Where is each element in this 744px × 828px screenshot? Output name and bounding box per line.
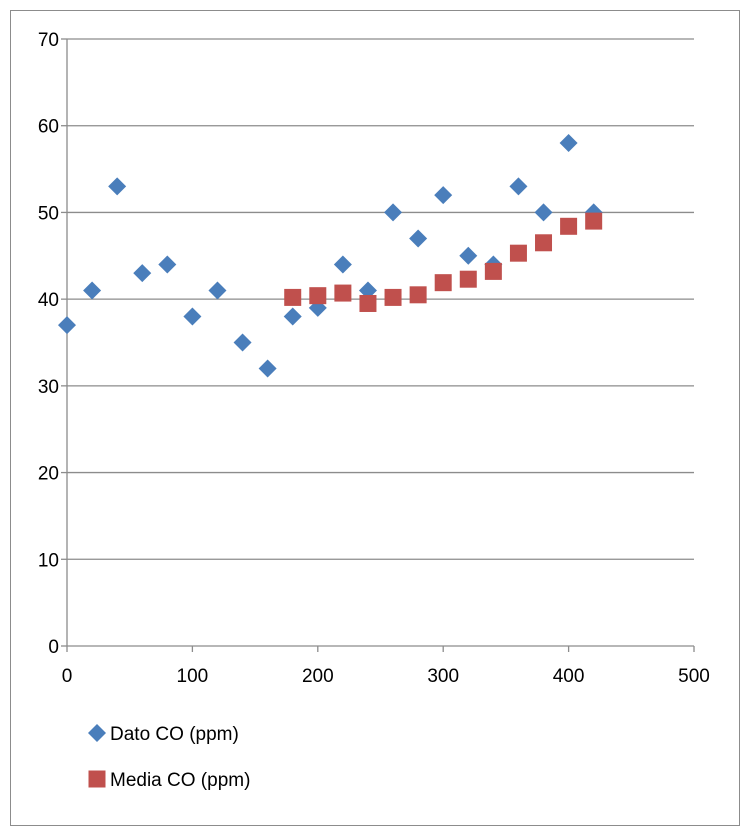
- media-co-point: [409, 286, 427, 304]
- y-tick-label: 20: [38, 464, 59, 485]
- legend: Dato CO (ppm) Media CO (ppm): [88, 724, 250, 791]
- dato-co-point: [434, 186, 453, 205]
- dato-co-point: [83, 281, 102, 300]
- media-co-point: [384, 288, 402, 306]
- dato-co-point: [58, 316, 76, 335]
- dato-co-point: [208, 281, 227, 300]
- y-tick-label: 50: [38, 203, 59, 224]
- y-tick-label: 70: [38, 30, 59, 51]
- media-co-point: [284, 288, 302, 306]
- legend-square-icon: [88, 770, 106, 788]
- y-tick-label: 0: [48, 637, 59, 658]
- dato-co-point: [158, 255, 177, 274]
- media-co-point: [459, 270, 477, 288]
- x-tick-label: 0: [62, 666, 73, 687]
- x-tick-label: 400: [553, 666, 585, 687]
- dato-co-point: [459, 246, 478, 265]
- media-co-point: [585, 212, 603, 230]
- media-co-point: [484, 262, 502, 280]
- dato-co-point: [509, 177, 528, 196]
- legend-label-dato-co: Dato CO (ppm): [110, 724, 239, 745]
- legend-label-media-co: Media CO (ppm): [110, 770, 250, 791]
- media-co-point: [535, 234, 553, 252]
- y-tick-label: 60: [38, 117, 59, 138]
- media-co-point: [334, 284, 352, 302]
- y-tick-label: 40: [38, 290, 59, 311]
- legend-diamond-icon: [88, 724, 106, 742]
- dato-co-point: [108, 177, 127, 196]
- y-tick-label: 30: [38, 377, 59, 398]
- dato-co-point: [358, 281, 377, 300]
- dato-co-point: [258, 359, 277, 378]
- tick-labels: 0 10 20 30 40 50 60 70 0 100 200 300 400 500: [38, 30, 710, 687]
- dato-co-point: [183, 307, 202, 326]
- media-co-point: [434, 274, 452, 292]
- axes: [61, 38, 695, 652]
- dato-co-point: [333, 255, 352, 274]
- dato-co-point: [384, 203, 403, 222]
- data-points: [58, 134, 603, 378]
- gridlines: [67, 38, 694, 560]
- chart-frame: [10, 10, 740, 826]
- dato-co-point: [283, 307, 302, 326]
- media-co-point: [509, 244, 527, 262]
- media-co-point: [560, 217, 578, 235]
- dato-co-point: [559, 134, 578, 153]
- dato-co-point: [133, 264, 152, 283]
- x-tick-label: 300: [427, 666, 459, 687]
- media-co-point: [359, 294, 377, 312]
- x-tick-label: 200: [302, 666, 334, 687]
- x-tick-label: 500: [678, 666, 710, 687]
- media-co-point: [309, 287, 327, 305]
- dato-co-point: [534, 203, 553, 222]
- x-tick-label: 100: [177, 666, 209, 687]
- dato-co-point: [233, 333, 252, 352]
- y-tick-label: 10: [38, 550, 59, 571]
- dato-co-point: [409, 229, 428, 248]
